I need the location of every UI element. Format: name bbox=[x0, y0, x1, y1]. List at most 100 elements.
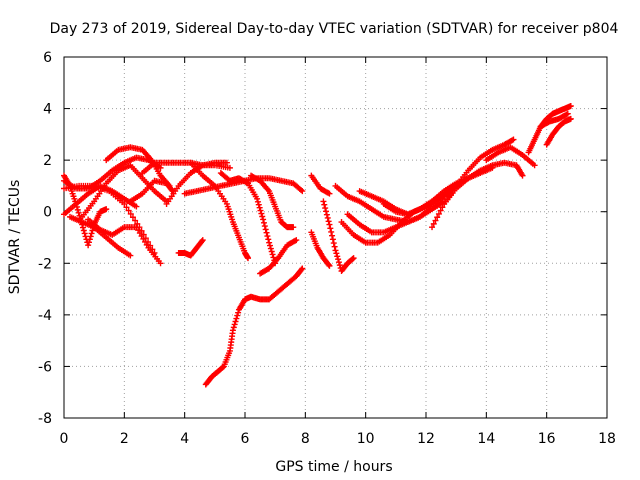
data-point bbox=[263, 229, 270, 236]
data-point bbox=[254, 195, 261, 202]
series-arc-17 bbox=[257, 237, 300, 277]
data-point bbox=[325, 218, 332, 225]
data-point bbox=[269, 251, 276, 258]
series-arc-6 bbox=[85, 216, 164, 267]
data-point bbox=[350, 255, 357, 262]
data-point bbox=[231, 321, 238, 328]
series-arc-7 bbox=[79, 162, 170, 220]
data-point bbox=[82, 233, 89, 240]
data-point bbox=[324, 214, 331, 221]
series-arc-21 bbox=[320, 198, 357, 275]
data-point bbox=[349, 255, 356, 262]
data-point bbox=[86, 236, 93, 243]
data-point bbox=[226, 164, 233, 171]
series-arc-13 bbox=[187, 159, 252, 262]
series-arc-30 bbox=[525, 102, 574, 156]
data-point bbox=[291, 237, 298, 244]
data-point bbox=[323, 208, 330, 215]
data-point bbox=[132, 217, 139, 224]
data-point bbox=[567, 102, 574, 109]
data-point bbox=[260, 216, 267, 223]
y-tick-label: 0 bbox=[43, 205, 52, 221]
data-point bbox=[510, 136, 517, 143]
data-point bbox=[134, 220, 141, 227]
data-point bbox=[326, 190, 333, 197]
x-tick-label: 16 bbox=[538, 431, 556, 447]
data-point bbox=[325, 189, 332, 196]
data-point bbox=[298, 266, 305, 273]
data-point bbox=[325, 261, 332, 268]
data-point bbox=[233, 315, 240, 322]
series-arc-28 bbox=[441, 136, 517, 207]
data-point bbox=[332, 247, 339, 254]
y-tick-label: 2 bbox=[43, 153, 52, 169]
series-arc-29 bbox=[483, 144, 538, 169]
series-arc-18 bbox=[202, 265, 306, 388]
data-point bbox=[435, 210, 442, 217]
data-point bbox=[74, 206, 81, 213]
data-point bbox=[103, 206, 110, 213]
data-point bbox=[298, 186, 305, 193]
series-arc-20 bbox=[308, 229, 333, 269]
series-arc-8 bbox=[103, 144, 173, 189]
data-point bbox=[519, 172, 526, 179]
data-point bbox=[129, 214, 136, 221]
data-point bbox=[255, 201, 262, 208]
data-point bbox=[330, 240, 337, 247]
data-point bbox=[439, 204, 446, 211]
grid-lines bbox=[64, 57, 607, 418]
series-arc-32 bbox=[537, 110, 571, 130]
data-point bbox=[127, 252, 134, 259]
data-point bbox=[87, 233, 94, 240]
data-point bbox=[229, 327, 236, 334]
data-point bbox=[434, 214, 441, 221]
data-point bbox=[257, 207, 264, 214]
data-point bbox=[299, 188, 306, 195]
series-arc-14 bbox=[175, 237, 206, 259]
plot-border bbox=[63, 56, 608, 419]
data-point bbox=[509, 137, 516, 144]
data-point bbox=[531, 162, 538, 169]
series-arc-5 bbox=[67, 213, 134, 259]
data-point bbox=[133, 203, 140, 210]
data-point bbox=[85, 242, 92, 249]
data-point bbox=[321, 201, 328, 208]
data-point bbox=[260, 219, 267, 226]
y-tick-label: -8 bbox=[38, 411, 52, 427]
y-tick-label: -6 bbox=[38, 359, 52, 375]
data-point bbox=[125, 207, 132, 214]
data-point bbox=[157, 164, 164, 171]
x-tick-label: 0 bbox=[60, 431, 69, 447]
data-point bbox=[80, 227, 87, 234]
data-point bbox=[567, 115, 574, 122]
data-point bbox=[261, 223, 268, 230]
data-point bbox=[232, 318, 239, 325]
data-point bbox=[293, 237, 300, 244]
data-point bbox=[329, 232, 336, 239]
data-point bbox=[437, 207, 444, 214]
data-point bbox=[430, 220, 437, 227]
axis-ticks: 0 2 4 6 8 10 12 14 16 18 -8 -6 -4 -2 0 2 4 6 bbox=[38, 50, 616, 447]
data-point bbox=[322, 205, 329, 212]
data-point bbox=[127, 210, 134, 217]
data-point bbox=[230, 324, 237, 331]
y-tick-label: -2 bbox=[38, 256, 52, 272]
data-point bbox=[264, 233, 271, 240]
data-point bbox=[88, 230, 95, 237]
data-point bbox=[335, 259, 342, 266]
data-point bbox=[336, 262, 343, 269]
data-point bbox=[234, 312, 241, 319]
data-point bbox=[259, 213, 266, 220]
data-point bbox=[121, 200, 128, 207]
data-point bbox=[563, 111, 570, 118]
x-tick-label: 14 bbox=[477, 431, 495, 447]
data-point bbox=[245, 255, 252, 262]
data-point bbox=[223, 159, 230, 166]
data-point bbox=[326, 262, 333, 269]
data-point bbox=[123, 204, 130, 211]
data-point bbox=[198, 238, 205, 245]
data-series bbox=[61, 102, 574, 388]
data-point bbox=[432, 217, 439, 224]
data-point bbox=[323, 211, 330, 218]
data-point bbox=[429, 224, 436, 231]
